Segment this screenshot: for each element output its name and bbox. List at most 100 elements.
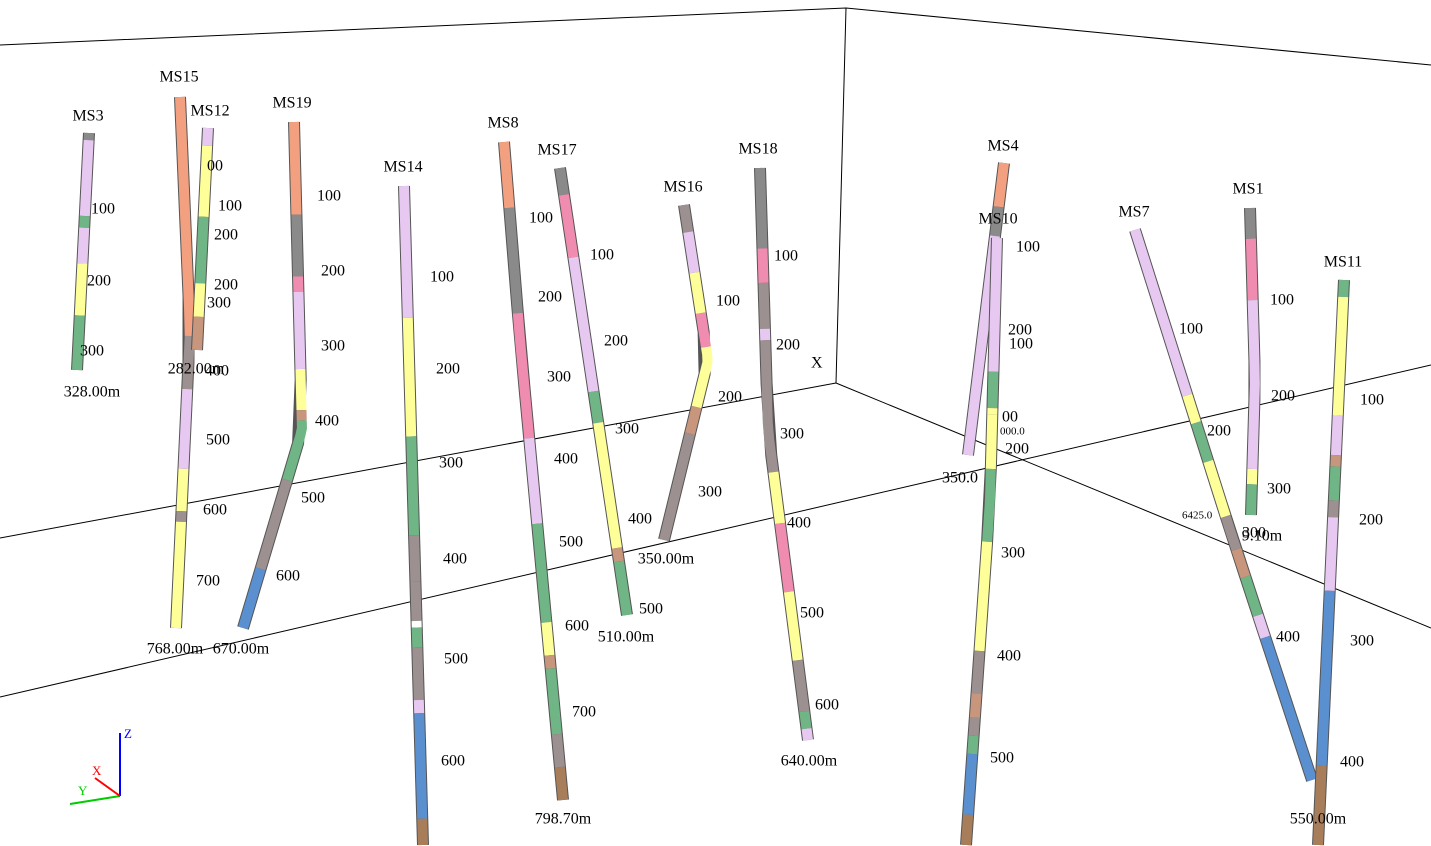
layer <box>1324 517 1339 591</box>
depth-label: 600 <box>565 618 589 635</box>
depth-label: 500 <box>301 490 325 507</box>
layer <box>255 478 292 571</box>
layer <box>74 263 88 316</box>
depth-label: 400 <box>205 363 229 380</box>
layer <box>568 256 599 393</box>
depth-label: 400 <box>1340 754 1364 771</box>
layer <box>399 185 413 318</box>
layer <box>990 206 1004 237</box>
layer <box>593 422 622 549</box>
depth-label: 100 <box>1009 336 1033 353</box>
depth-label: 300 <box>80 343 104 360</box>
layer <box>1313 765 1327 846</box>
borehole: MS17 100 200 300 400 500 510.00m <box>537 142 663 646</box>
layer <box>1191 421 1214 463</box>
layer <box>755 167 768 249</box>
depth-label: 00 <box>207 158 223 175</box>
layer <box>1330 454 1341 467</box>
layer <box>559 194 579 259</box>
layer <box>775 522 794 593</box>
borehole: MS8 100 200 300 400 500 600 700 798.70m <box>487 115 596 828</box>
total-depth: 768.00m <box>147 641 204 658</box>
layer <box>193 283 206 317</box>
depth-label: 400 <box>628 511 652 528</box>
borehole: MS3 100 200 300 328.00m <box>64 108 121 401</box>
layer <box>289 121 302 215</box>
layer <box>695 312 711 348</box>
borehole: MS14 100 200 300 400 500 600 <box>383 159 468 846</box>
well-name: MS18 <box>738 141 777 158</box>
layer <box>1332 296 1349 416</box>
well-name: MS17 <box>537 142 576 159</box>
well-name: MS15 <box>159 69 198 86</box>
depth-label: 300 <box>1267 481 1291 498</box>
layer <box>1203 459 1231 518</box>
layer <box>1260 635 1317 782</box>
depth-label: 100 <box>91 201 115 218</box>
depth-label: 200 <box>321 263 345 280</box>
depth-label: 200 <box>214 277 238 294</box>
depth-label: 300 <box>1242 525 1266 542</box>
borehole: MS7 100 200 300 400 <box>1118 204 1318 782</box>
layer <box>963 753 978 816</box>
layer <box>524 437 543 525</box>
layer <box>659 432 695 542</box>
layer <box>614 560 632 616</box>
depth-label: 100 <box>590 247 614 264</box>
layer <box>545 667 562 735</box>
total-depth: 350.00m <box>638 551 695 568</box>
x-marker: X <box>811 355 823 372</box>
layer <box>792 659 810 713</box>
depth-label: 200 <box>436 361 460 378</box>
layer <box>760 340 779 473</box>
layer <box>768 471 786 525</box>
layer <box>783 591 803 661</box>
layer <box>967 735 979 755</box>
depth-label: 300 <box>321 338 345 355</box>
well-name: MS12 <box>190 103 229 120</box>
total-depth: 9.10m <box>1242 528 1283 545</box>
depth-label: 100 <box>716 293 740 310</box>
depth-label: 100 <box>1016 239 1040 256</box>
well-name: MS3 <box>72 108 103 125</box>
depth-label: 600 <box>815 697 839 714</box>
layer <box>971 650 985 694</box>
layer <box>411 627 423 648</box>
total-depth: 328.00m <box>64 384 121 401</box>
layer <box>532 523 552 623</box>
layer <box>1240 575 1263 617</box>
depth-label: 400 <box>1276 629 1300 646</box>
layer <box>588 390 604 424</box>
well-name: MS4 <box>987 138 1018 155</box>
total-depth: 670.00m <box>213 641 270 658</box>
layer <box>801 727 813 741</box>
depth-label: 100 <box>774 248 798 265</box>
depth-label: 100 <box>1360 392 1384 409</box>
layer <box>968 717 980 737</box>
depth-label: 200 <box>1359 512 1383 529</box>
gizmo-x: X <box>92 763 102 778</box>
total-depth: 550.00m <box>1290 811 1347 828</box>
borehole: MS18 100 200 300 400 500 600 640.00m <box>738 141 839 770</box>
layer <box>1182 393 1201 425</box>
depth-label: 200 <box>776 337 800 354</box>
layer <box>295 368 307 411</box>
borehole: MS11 100 200 300 400 550.00m <box>1290 254 1384 846</box>
layer <box>1231 547 1251 579</box>
layer <box>192 316 204 351</box>
depth-label: 500 <box>559 534 583 551</box>
layer <box>612 547 624 563</box>
layer <box>79 139 94 217</box>
depth-label: 400 <box>997 648 1021 665</box>
layer <box>985 414 998 470</box>
depth-label: 700 <box>572 704 596 721</box>
depth-label: 300 <box>1350 633 1374 650</box>
layer <box>1245 238 1258 301</box>
coord-label: 000.0 <box>1000 426 1025 438</box>
layer <box>974 541 993 652</box>
layer <box>195 216 209 284</box>
layer <box>544 654 556 669</box>
depth-label: 300 <box>698 484 722 501</box>
